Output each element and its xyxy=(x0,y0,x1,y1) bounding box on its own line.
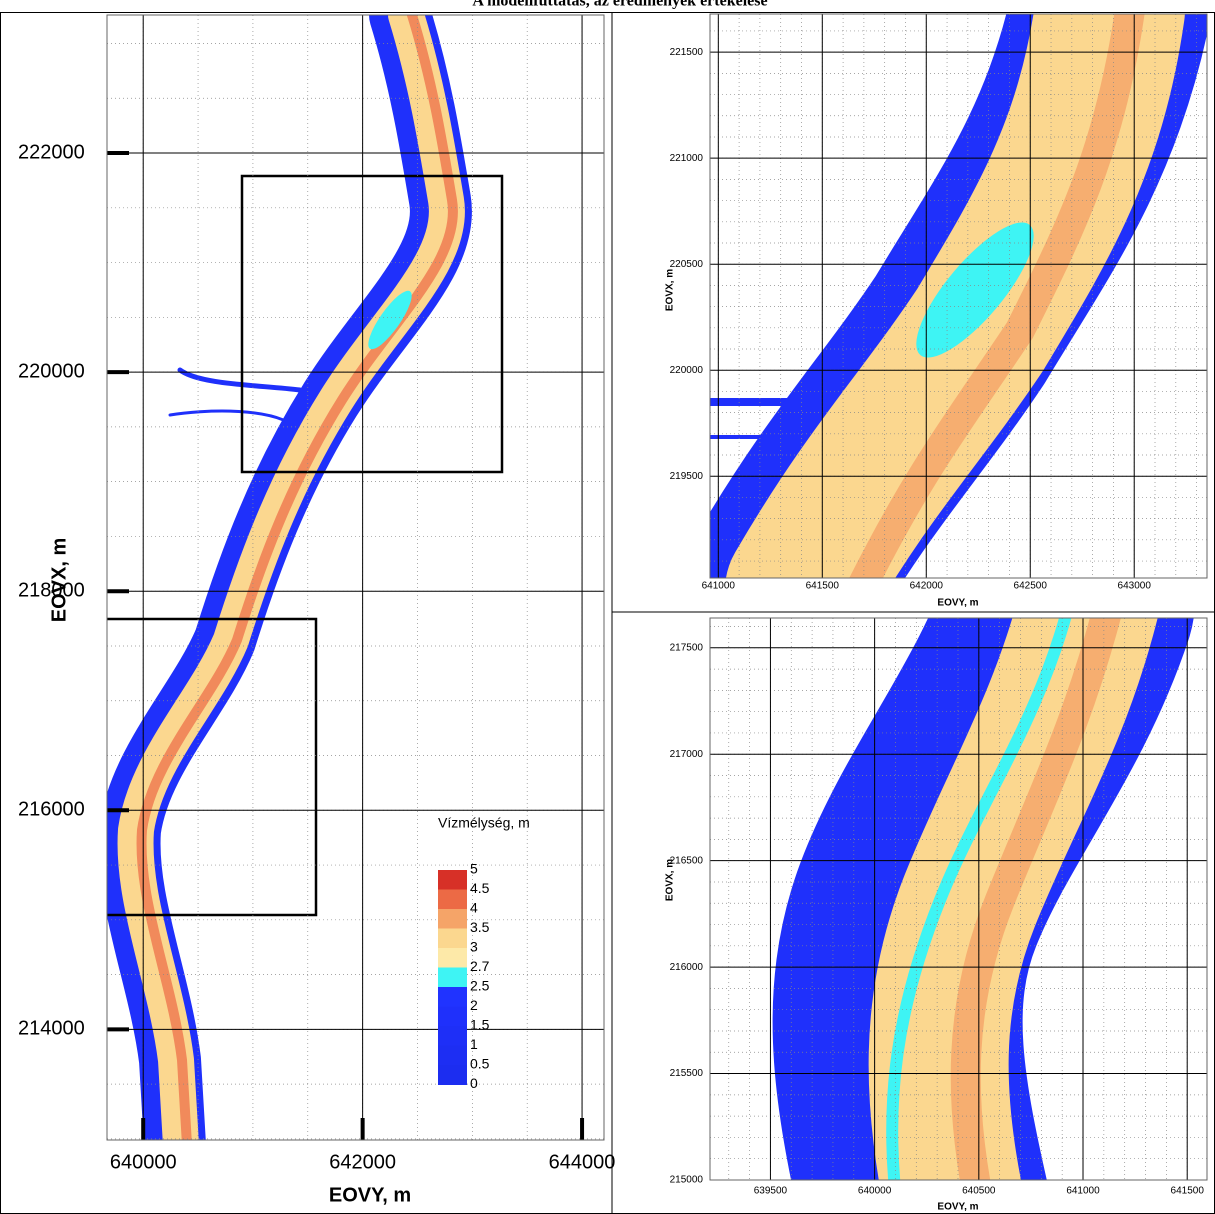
page-title: A modellfuttatás, az eredmények értékelé… xyxy=(472,0,767,10)
legend-swatch xyxy=(438,1045,467,1066)
legend-swatch xyxy=(438,889,467,910)
legend-label: 2 xyxy=(470,997,478,1013)
legend-label: 3 xyxy=(470,939,478,955)
legend-title: Vízmélység, m xyxy=(438,815,530,831)
legend-label: 2.7 xyxy=(470,958,490,974)
y-tick-label: 214000 xyxy=(18,1018,85,1040)
y-tick-label: 219500 xyxy=(670,471,704,482)
x-tick-label: 642500 xyxy=(1014,581,1048,592)
y-axis-title: EOVX, m xyxy=(665,269,676,311)
x-tick-label: 644000 xyxy=(549,1151,616,1173)
legend-label: 4 xyxy=(470,900,478,916)
river-map xyxy=(710,14,1207,578)
y-tick-label: 222000 xyxy=(18,141,85,163)
legend-swatch xyxy=(438,909,467,929)
y-tick-label: 216000 xyxy=(670,962,704,973)
legend-label: 5 xyxy=(470,861,478,877)
y-tick-label: 220500 xyxy=(670,259,704,270)
y-tick-label: 215500 xyxy=(670,1068,704,1079)
x-axis-title: EOVY, m xyxy=(937,1202,978,1213)
y-tick-label: 217500 xyxy=(670,642,704,653)
y-tick-label: 216000 xyxy=(18,799,85,821)
legend-swatch xyxy=(438,948,467,968)
plot-frame xyxy=(709,13,1208,579)
x-tick-label: 641500 xyxy=(806,581,840,592)
x-tick-label: 642000 xyxy=(910,581,944,592)
x-tick-label: 641000 xyxy=(702,581,736,592)
legend-label: 0.5 xyxy=(470,1056,490,1072)
legend-label: 4.5 xyxy=(470,880,490,896)
y-tick-label: 216500 xyxy=(670,855,704,866)
y-axis-title: EOVX, m xyxy=(48,538,70,622)
river-map xyxy=(107,15,504,1140)
x-tick-label: 640000 xyxy=(858,1186,892,1197)
y-tick-label: 221500 xyxy=(670,47,704,58)
x-axis-title: EOVY, m xyxy=(937,598,978,609)
legend: Vízmélység, m 5 4.5 4 3.5 3 2.7 2.5 2 1.5 1 0.5 0 xyxy=(438,815,530,1091)
legend-label: 2.5 xyxy=(470,978,490,994)
x-tick-label: 641500 xyxy=(1171,1186,1205,1197)
plot-frame xyxy=(709,617,1208,1181)
legend-swatch xyxy=(438,967,467,988)
x-tick-label: 641000 xyxy=(1066,1186,1100,1197)
y-tick-label: 215000 xyxy=(670,1175,704,1186)
x-tick-label: 640500 xyxy=(962,1186,996,1197)
y-tick-label: 217000 xyxy=(670,749,704,760)
legend-label: 1.5 xyxy=(470,1017,490,1033)
river-map xyxy=(772,618,1193,1180)
legend-label: 3.5 xyxy=(470,919,490,935)
y-axis-title: EOVX, m xyxy=(665,859,676,901)
y-tick-label: 218000 xyxy=(18,579,85,601)
legend-swatch xyxy=(438,1006,467,1027)
legend-swatch xyxy=(438,1065,467,1085)
plot-frame xyxy=(106,14,605,1141)
y-tick-label: 221000 xyxy=(670,153,704,164)
legend-swatch xyxy=(438,928,467,949)
x-axis-title: EOVY, m xyxy=(329,1184,411,1206)
legend-swatch xyxy=(438,1026,467,1046)
legend-label: 1 xyxy=(470,1036,478,1052)
x-tick-label: 642000 xyxy=(329,1151,396,1173)
y-tick-label: 220000 xyxy=(18,360,85,382)
legend-label: 0 xyxy=(470,1075,478,1091)
legend-swatch xyxy=(438,987,467,1007)
legend-swatch xyxy=(438,870,467,890)
x-tick-label: 640000 xyxy=(110,1151,177,1173)
x-tick-label: 643000 xyxy=(1118,581,1152,592)
y-tick-label: 220000 xyxy=(670,365,704,376)
x-tick-label: 639500 xyxy=(754,1186,788,1197)
